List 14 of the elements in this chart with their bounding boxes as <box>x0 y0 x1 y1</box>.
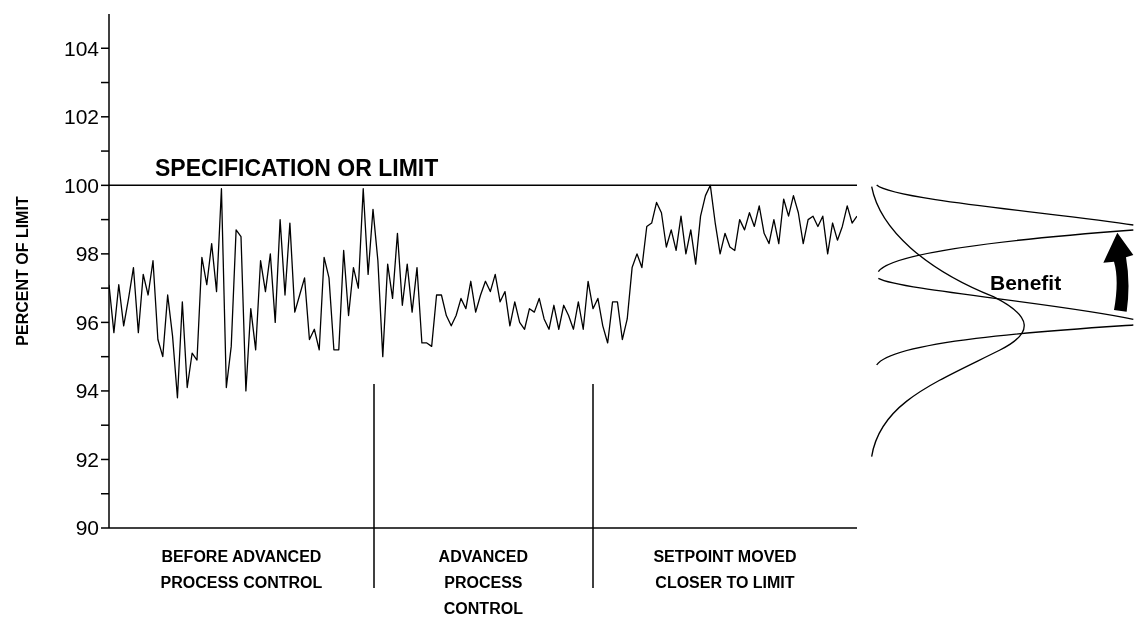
y-tick-label: 90 <box>75 516 99 540</box>
text: SETPOINT MOVED CLOSER TO LIMIT <box>652 547 798 593</box>
y-tick-label: 96 <box>75 310 99 334</box>
y-axis-title: PERCENT OF LIMIT <box>13 196 31 346</box>
y-tick-label: 102 <box>63 105 99 129</box>
ref-line-label: SPECIFICATION OR LIMIT <box>155 155 439 182</box>
y-tick-label: 100 <box>63 173 99 197</box>
y-tick-label: 94 <box>75 379 100 403</box>
y-tick-label: 98 <box>75 242 99 266</box>
y-tick-label: 92 <box>75 447 99 471</box>
y-tick-label: 104 <box>63 36 100 60</box>
text: ADVANCED PROCESS CONTROL <box>437 547 530 619</box>
text: Benefit <box>990 271 1062 295</box>
text: BEFORE ADVANCED PROCESS CONTROL <box>159 547 324 593</box>
